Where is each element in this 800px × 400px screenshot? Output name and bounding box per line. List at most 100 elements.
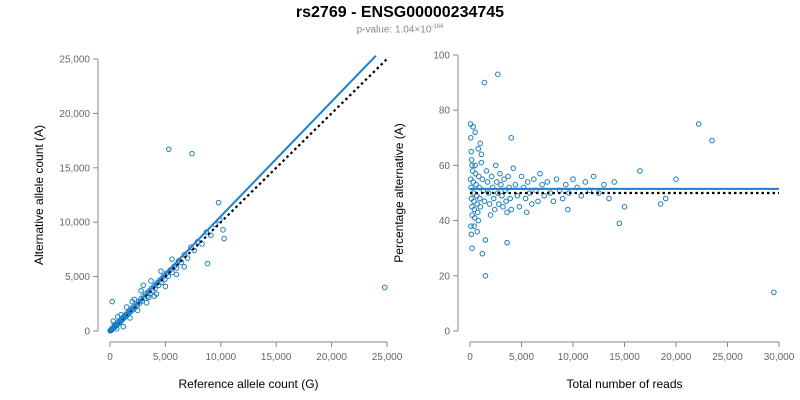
right-data-point — [484, 179, 491, 185]
right-data-point — [498, 181, 504, 188]
right-data-point — [478, 151, 485, 158]
right-data-point — [503, 198, 509, 205]
right-data-point — [504, 239, 510, 246]
right-data-point — [514, 192, 521, 199]
right-data-point — [487, 212, 494, 218]
right-data-point — [479, 176, 486, 182]
right-data-point — [518, 173, 525, 180]
right-data-point — [475, 217, 482, 224]
right-x-tick-label: 20,000 — [661, 352, 692, 363]
right-data-point — [472, 162, 478, 169]
right-data-point — [621, 204, 628, 210]
left-y-tick-label: 0 — [84, 327, 90, 338]
right-data-point — [565, 206, 571, 213]
right-data-point — [472, 129, 478, 136]
left-data-point — [181, 264, 188, 270]
right-data-point — [477, 140, 484, 147]
right-data-point — [524, 179, 531, 185]
left-y-tick-label: 5,000 — [65, 272, 90, 283]
right-data-point — [570, 176, 576, 182]
right-data-point — [476, 195, 483, 202]
right-data-point — [531, 176, 537, 182]
right-x-tick-label: 0 — [467, 352, 473, 363]
right-data-point — [673, 176, 679, 182]
left-data-point — [221, 235, 227, 242]
right-data-point — [477, 204, 484, 210]
left-data-point — [203, 229, 210, 235]
right-data-point — [522, 195, 529, 202]
right-data-point — [550, 198, 557, 205]
right-data-point — [468, 157, 475, 163]
right-data-point — [539, 181, 545, 188]
right-data-point — [490, 195, 497, 202]
right-data-point — [562, 181, 569, 188]
right-data-point — [471, 215, 478, 221]
pvalue-exponent: -164 — [431, 24, 444, 30]
left-data-point — [131, 296, 138, 303]
chart-title: rs2769 - ENSG00000234745 — [295, 4, 505, 21]
right-y-tick-label: 80 — [439, 106, 451, 117]
left-data-point — [165, 146, 172, 153]
right-data-point — [601, 181, 607, 188]
left-data-point — [114, 314, 121, 320]
right-data-point — [495, 71, 501, 78]
right-data-point — [537, 170, 543, 177]
right-data-point — [709, 137, 715, 144]
right-data-point — [467, 121, 474, 127]
left-data-point — [188, 244, 194, 251]
left-y-axis-label: Alternative allele count (A) — [32, 125, 46, 265]
right-data-point — [606, 195, 612, 202]
right-data-point — [482, 237, 489, 243]
chart-subtitle: p-value: 1.04×10-164 — [0, 24, 800, 35]
right-data-point — [501, 176, 507, 182]
right-data-point — [657, 201, 664, 207]
left-data-point — [127, 315, 133, 321]
right-data-point — [471, 198, 477, 205]
right-data-point — [491, 206, 498, 213]
right-y-tick-label: 40 — [439, 216, 451, 227]
right-y-tick-label: 100 — [433, 51, 450, 62]
left-data-point — [120, 323, 127, 330]
right-data-point — [471, 206, 478, 213]
right-data-point — [505, 173, 511, 180]
left-data-point — [143, 299, 150, 306]
right-data-point — [468, 223, 474, 229]
right-data-point — [497, 170, 503, 177]
right-data-point — [523, 209, 530, 216]
right-data-point — [507, 195, 513, 202]
right-data-point — [771, 289, 777, 296]
right-data-point — [544, 179, 551, 185]
right-data-point — [468, 231, 475, 238]
right-data-point — [475, 146, 482, 152]
right-data-point — [493, 179, 500, 185]
right-data-point — [474, 228, 481, 235]
left-data-point — [145, 294, 152, 301]
left-data-point — [109, 298, 116, 305]
right-data-point — [492, 162, 499, 169]
left-data-point — [189, 150, 195, 157]
left-data-point — [140, 282, 147, 289]
right-data-point — [508, 135, 515, 141]
right-data-point — [479, 250, 486, 257]
right-data-point — [478, 159, 485, 166]
left-x-tick-label: 0 — [107, 352, 113, 363]
right-data-point — [471, 223, 477, 229]
left-reference-line — [109, 58, 388, 332]
right-data-point — [590, 173, 597, 180]
left-data-point — [191, 247, 198, 254]
right-data-point — [470, 123, 476, 130]
right-data-point — [611, 179, 618, 185]
left-data-point — [151, 293, 158, 299]
left-data-point — [381, 284, 388, 291]
left-y-tick-label: 20,000 — [59, 109, 90, 120]
left-x-tick-label: 20,000 — [316, 352, 347, 363]
left-data-point — [158, 268, 164, 274]
right-x-tick-label: 10,000 — [558, 352, 589, 363]
left-data-point — [220, 227, 226, 233]
right-data-point — [486, 201, 493, 207]
right-data-point — [474, 209, 481, 216]
right-data-point — [500, 204, 506, 210]
right-x-tick-label: 25,000 — [712, 352, 743, 363]
right-data-point — [495, 190, 501, 196]
right-data-point — [468, 148, 475, 155]
